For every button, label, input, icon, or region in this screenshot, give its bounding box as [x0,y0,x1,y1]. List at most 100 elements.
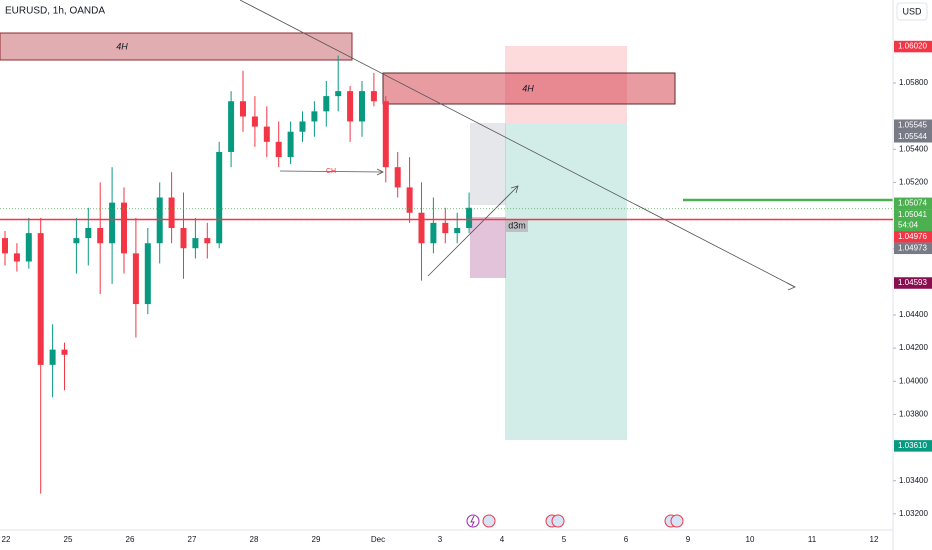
price-badge [894,440,932,452]
supply-zone [0,32,353,61]
price-badge [894,40,932,53]
candle-body [240,101,246,117]
candle-body [359,91,365,122]
price-badge [894,231,932,243]
candle-body [466,207,473,228]
candle-body [85,227,92,239]
y-tick-label: 1.05400 [899,144,928,153]
candle-body [180,227,187,249]
candle-body [37,233,44,365]
y-tick-label: 1.04200 [899,343,928,352]
event-icon[interactable] [466,514,480,528]
x-tick-label: 5 [562,535,567,544]
candle-body [61,349,68,355]
x-tick-label: 12 [870,535,879,544]
candle-body [144,243,151,305]
box-label: d3m [508,220,526,230]
candle-body [156,197,163,244]
price-badge-label: 1.03610 [898,441,927,450]
y-tick-label: 1.05800 [899,78,928,87]
x-tick-label: 25 [64,535,73,544]
candle-body [132,253,139,305]
zone-label: 4H [522,83,534,93]
x-tick-label: 27 [188,535,197,544]
x-tick-label: 9 [686,535,691,544]
event-icon[interactable] [551,514,565,528]
x-tick-label: 29 [312,535,321,544]
candle-body [299,121,306,132]
candle-body [13,253,20,262]
x-tick-label: 6 [624,535,629,544]
candle-body [406,187,413,213]
candle-body [275,141,282,158]
y-tick-label: 1.05200 [899,178,928,187]
price-badge-label: 1.04593 [898,278,927,287]
candle-body [454,227,461,234]
countdown-badge [894,219,932,232]
zone-label: 4H [116,41,128,51]
event-icon[interactable] [670,514,684,528]
price-badge [894,197,932,210]
candle-body [2,238,8,254]
choch-line [279,170,384,173]
countdown-label: 54:04 [898,220,919,229]
candle-body [382,101,389,168]
choch-label: CH [326,168,336,175]
candle-body [121,202,127,254]
price-badge [894,131,932,143]
x-tick-label: 4 [500,535,505,544]
candle-body [263,126,270,142]
candle-body [168,197,175,228]
y-tick-label: 1.03200 [899,509,928,518]
price-badge-label: 1.05544 [898,132,927,141]
candle-body [394,167,401,188]
candle-body [49,349,56,365]
candle-body [323,96,330,112]
candle-body [73,238,80,244]
candle-body [216,151,223,244]
price-badge [894,277,932,289]
box-label-bg [506,219,528,232]
arrow-head [510,185,519,194]
price-badge-label: 1.06020 [898,42,927,51]
currency[interactable]: USD [902,6,922,16]
candle-body [97,227,104,244]
price-badge-label: 1.05545 [898,120,927,129]
price-badge-label: 1.05041 [898,210,927,219]
y-tick-label: 1.04400 [899,310,928,319]
currency-button[interactable] [896,2,928,21]
y-tick-label: 1.03800 [899,410,928,419]
candle-body [251,116,258,127]
candle-body [311,111,318,122]
event-icons [466,514,684,528]
x-tick-label: 28 [250,535,259,544]
candle-body [204,238,211,244]
candle-body [192,238,199,249]
price-badge [894,242,932,255]
x-tick-label: 11 [808,535,817,544]
x-tick-label: Dec [371,535,385,544]
candle-body [370,91,377,102]
candle-body [25,233,32,262]
arrow-head [376,168,384,176]
y-tick-label: 1.04000 [899,376,928,385]
candle-body [430,222,437,244]
x-tick-label: 22 [2,535,11,544]
candle-body [347,91,354,122]
candle-body [442,222,449,234]
candle-body [335,91,342,97]
y-tick-label: 1.03400 [899,476,928,485]
event-icon [470,515,475,527]
trend-line [239,0,796,288]
candle-body [228,101,235,152]
price-badge [894,119,932,132]
projection-line [427,185,519,277]
range-box [470,217,506,278]
x-tick-label: 3 [438,535,443,544]
price-badge [894,209,932,221]
x-tick-label: 10 [746,535,755,544]
event-icon[interactable] [482,514,496,528]
range-box [470,123,506,205]
price-badge-label: 1.04976 [898,232,927,241]
